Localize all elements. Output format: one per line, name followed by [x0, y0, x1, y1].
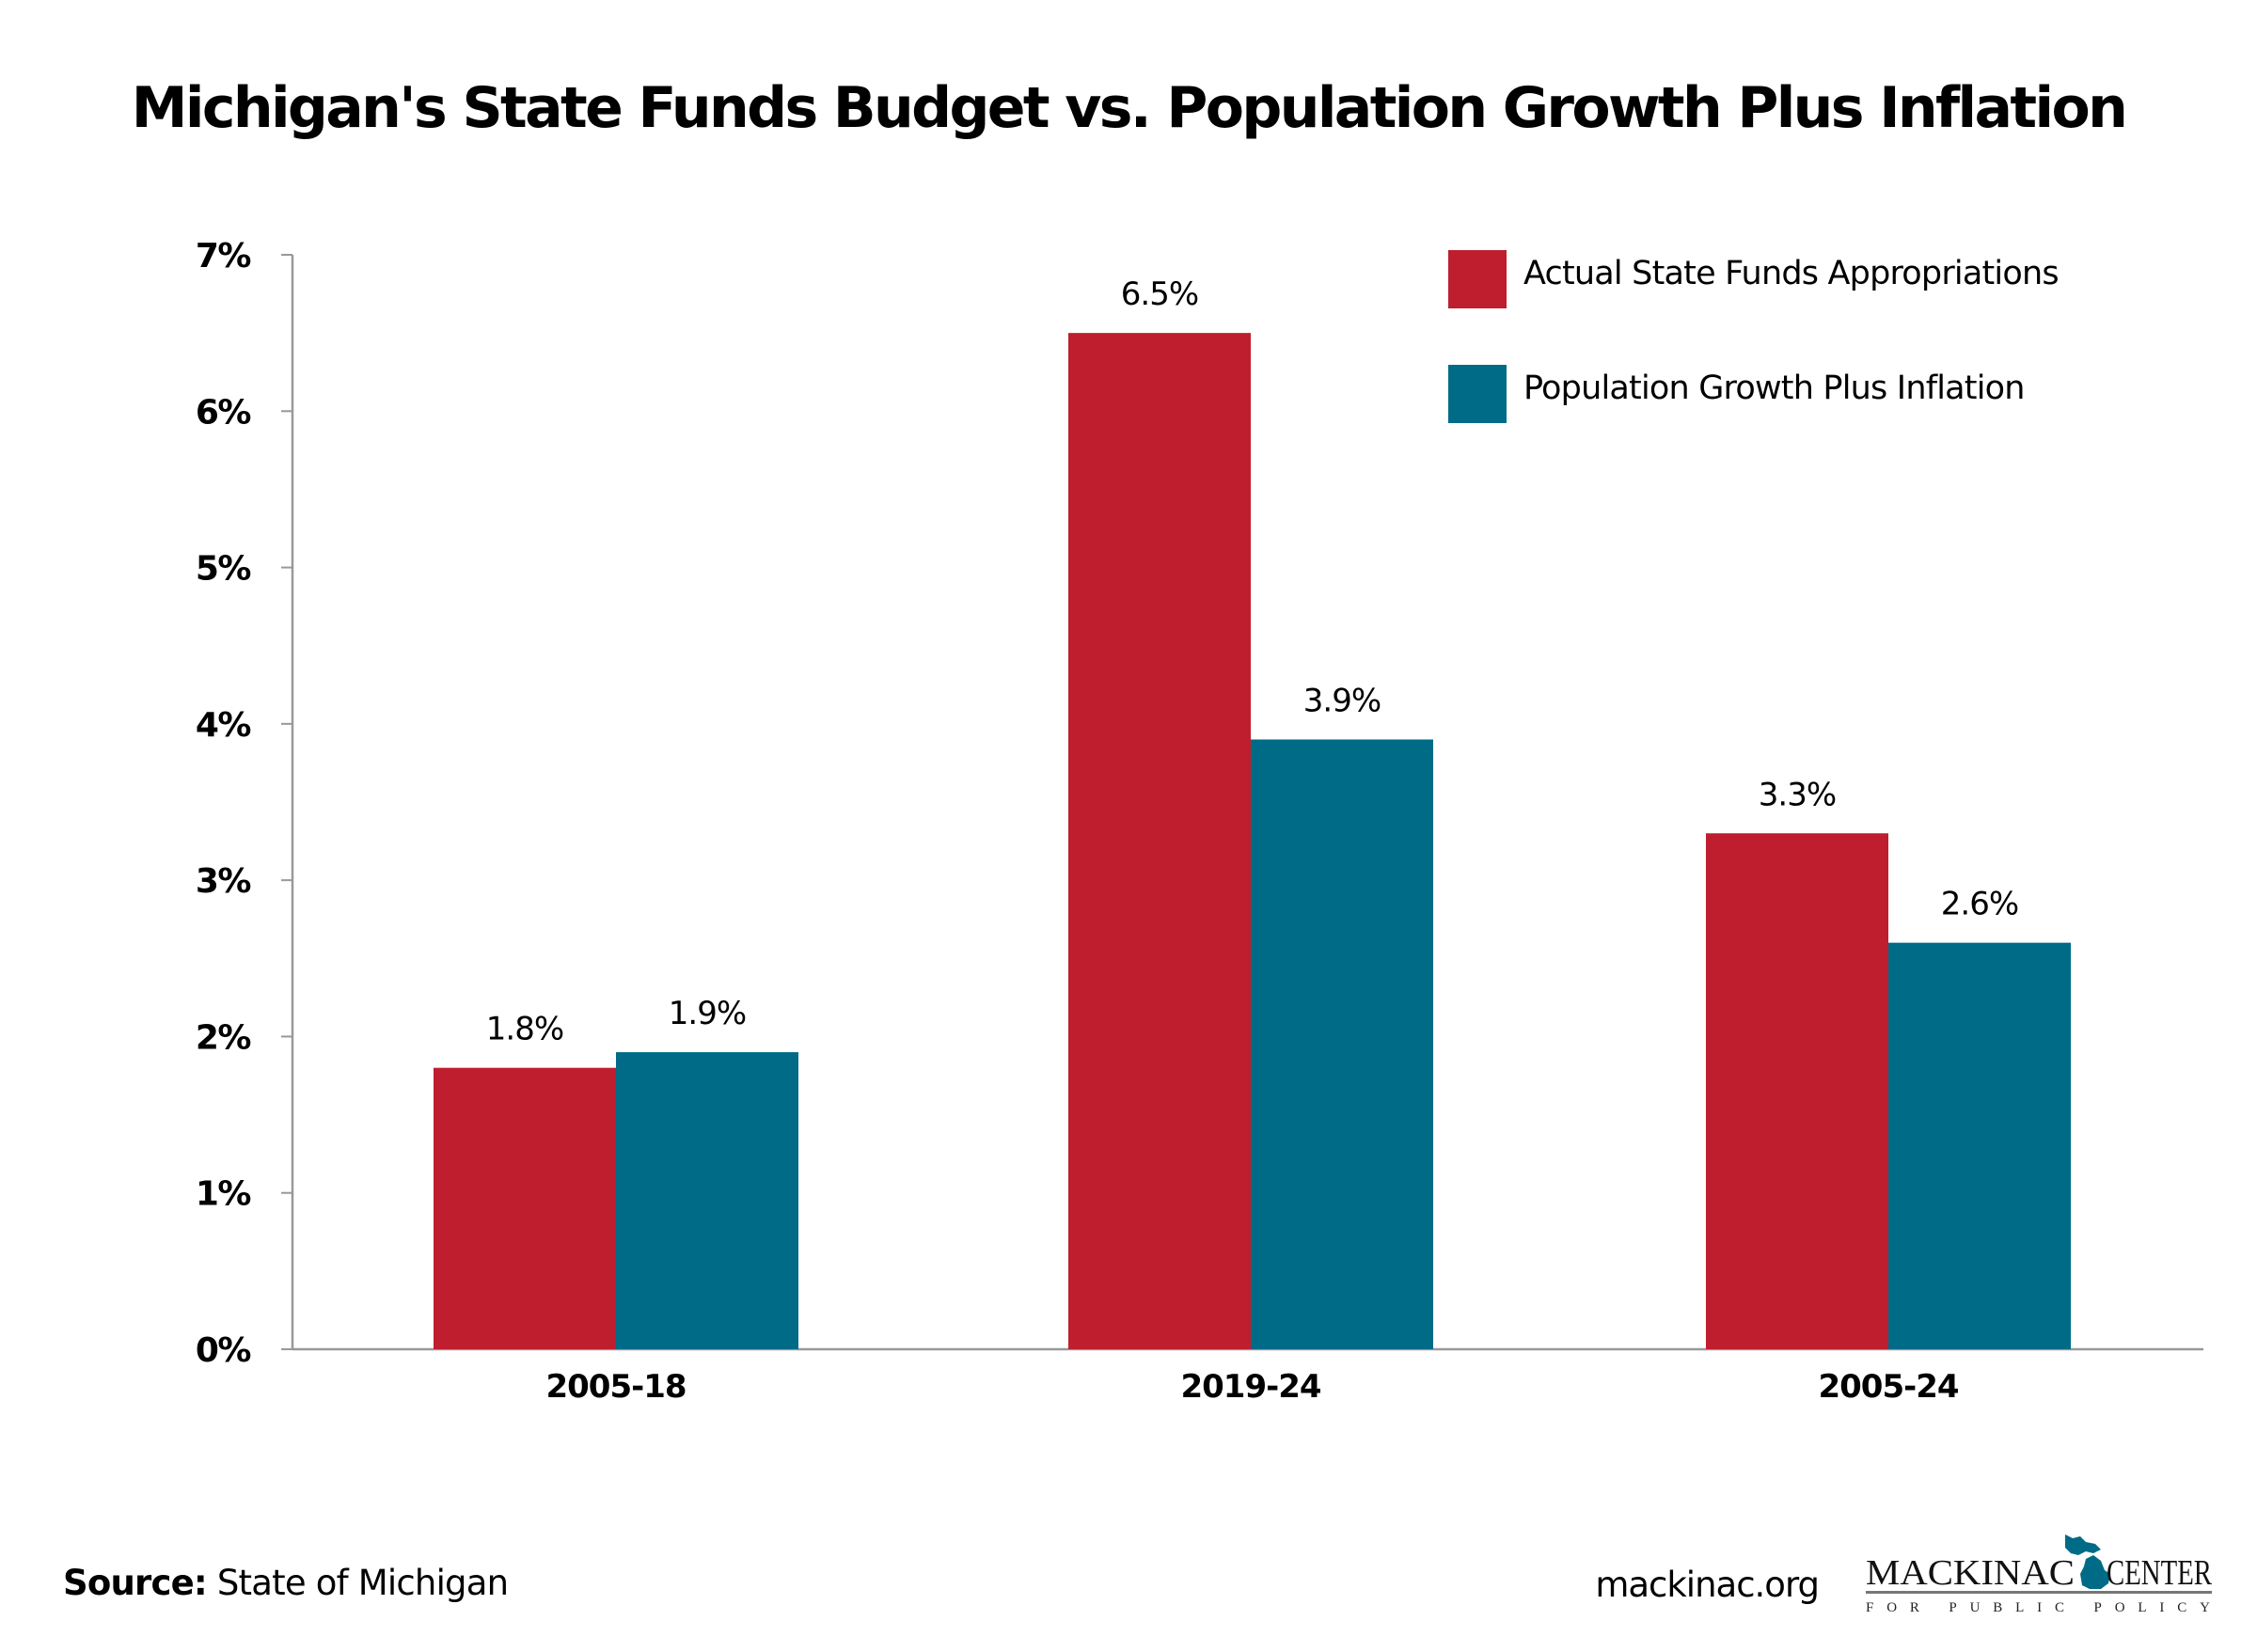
- legend: Actual State Funds Appropriations Populat…: [1448, 250, 2060, 423]
- bar-value-label: 1.8%: [486, 1011, 563, 1048]
- y-tick-label: 7%: [196, 237, 251, 275]
- bar-labels: 1.8% 1.9% 6.5% 3.9% 3.3% 2.6%: [486, 275, 2019, 1048]
- logo-name-right: CENTER: [2107, 1553, 2212, 1593]
- legend-label: Population Growth Plus Inflation: [1523, 370, 2025, 407]
- y-tick-label: 4%: [196, 706, 251, 745]
- y-tick-label: 3%: [196, 862, 251, 901]
- x-tick-label: 2005-18: [545, 1368, 686, 1406]
- y-tick-label: 0%: [196, 1331, 251, 1370]
- mackinac-center-logo: MACKINAC CENTER FOR PUBLIC POLICY: [1864, 1533, 2214, 1617]
- bar-actual-2005-24: [1706, 833, 1888, 1349]
- chart-title: Michigan's State Funds Budget vs. Popula…: [131, 75, 2128, 141]
- y-tick-label: 1%: [196, 1175, 251, 1214]
- y-tick-label: 6%: [196, 393, 251, 432]
- bar-population-2005-18: [616, 1052, 798, 1349]
- x-tick-label: 2019-24: [1180, 1368, 1320, 1406]
- logo-tagline: FOR PUBLIC POLICY: [1866, 1600, 2210, 1615]
- site-link[interactable]: mackinac.org: [1595, 1565, 1820, 1605]
- y-tick-label: 2%: [196, 1018, 251, 1057]
- bar-actual-2005-18: [434, 1067, 616, 1349]
- y-tick-label: 5%: [196, 550, 251, 589]
- bar-population-2005-24: [1888, 942, 2071, 1349]
- michigan-map-icon: [2065, 1534, 2110, 1589]
- legend-swatch-population: [1448, 365, 1507, 423]
- source-text: State of Michigan: [206, 1563, 509, 1603]
- bar-value-label: 3.3%: [1759, 776, 1836, 813]
- bar-value-label: 1.9%: [669, 995, 746, 1032]
- bars: [434, 333, 2071, 1350]
- bar-population-2019-24: [1251, 739, 1433, 1349]
- bar-actual-2019-24: [1068, 333, 1251, 1350]
- logo-divider: [1866, 1591, 2212, 1594]
- source-label: Source:: [63, 1563, 208, 1603]
- legend-swatch-actual: [1448, 250, 1507, 308]
- source-note: Source: State of Michigan: [63, 1563, 509, 1603]
- bar-value-label: 3.9%: [1303, 682, 1381, 719]
- legend-label: Actual State Funds Appropriations: [1523, 255, 2059, 292]
- x-tick-label: 2005-24: [1818, 1368, 1958, 1406]
- bar-value-label: 6.5%: [1121, 275, 1198, 313]
- bar-value-label: 2.6%: [1941, 886, 2018, 923]
- logo-name-left: MACKINAC: [1866, 1553, 2075, 1593]
